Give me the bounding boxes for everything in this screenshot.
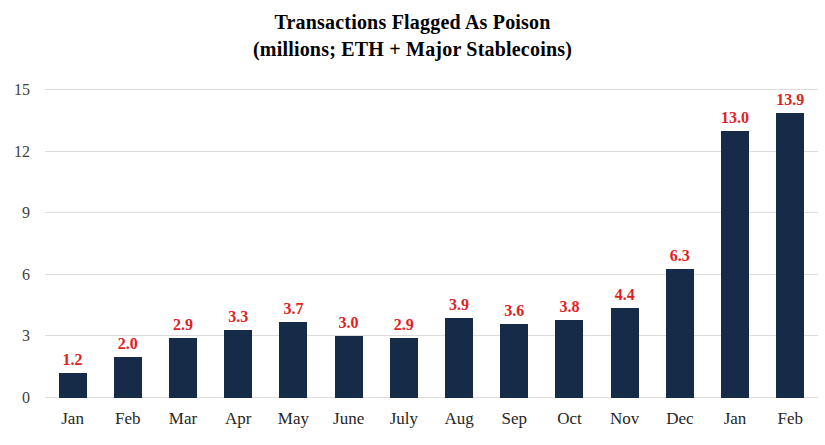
- x-tick-label: Apr: [211, 409, 266, 429]
- x-tick-label: Mar: [156, 409, 211, 429]
- bar: [445, 318, 473, 398]
- y-tick-label: 15: [14, 82, 30, 98]
- x-tick-label: Dec: [652, 409, 707, 429]
- bar: [279, 322, 307, 398]
- bar: [390, 338, 418, 398]
- bar-group: 3.0: [321, 90, 376, 398]
- x-tick-label: Jan: [708, 409, 763, 429]
- bar-group: 1.2: [45, 90, 100, 398]
- x-tick-label: Aug: [432, 409, 487, 429]
- bar: [114, 357, 142, 398]
- bar-group: 3.8: [542, 90, 597, 398]
- x-tick-label: May: [266, 409, 321, 429]
- bar-group: 6.3: [652, 90, 707, 398]
- y-tick-label: 0: [22, 390, 30, 406]
- bar-group: 13.9: [763, 90, 818, 398]
- bar-value-label: 3.8: [559, 299, 579, 315]
- x-tick-label: Nov: [597, 409, 652, 429]
- bar-group: 3.6: [487, 90, 542, 398]
- bar: [776, 113, 804, 398]
- bar-group: 2.9: [376, 90, 431, 398]
- y-tick-label: 12: [14, 144, 30, 160]
- bar: [721, 131, 749, 398]
- bars: 1.2 2.0 2.9 3.3 3.7 3.0 2.9 3.9 3.6 3.8 4.4 6.3 13.0…: [45, 90, 818, 398]
- bar: [611, 308, 639, 398]
- y-tick-label: 9: [22, 205, 30, 221]
- bar-value-label: 3.6: [504, 303, 524, 319]
- bar-value-label: 2.0: [118, 336, 138, 352]
- x-axis: JanFebMarAprMayJuneJulyAugSepOctNovDecJa…: [45, 409, 818, 429]
- x-tick-label: Feb: [100, 409, 155, 429]
- bar-group: 3.3: [211, 90, 266, 398]
- bar-value-label: 2.9: [173, 317, 193, 333]
- bar-value-label: 3.3: [228, 309, 248, 325]
- bar-chart: Transactions Flagged As Poison (millions…: [0, 0, 825, 445]
- bar-group: 3.9: [432, 90, 487, 398]
- bar-value-label: 2.9: [394, 317, 414, 333]
- bar-group: 4.4: [597, 90, 652, 398]
- bar-value-label: 3.7: [283, 301, 303, 317]
- bar-value-label: 13.9: [776, 92, 804, 108]
- chart-title-line-2: (millions; ETH + Major Stablecoins): [0, 36, 825, 63]
- y-tick-label: 6: [22, 267, 30, 283]
- x-tick-label: June: [321, 409, 376, 429]
- bar-value-label: 4.4: [615, 287, 635, 303]
- x-tick-label: Feb: [763, 409, 818, 429]
- bar: [335, 336, 363, 398]
- bar: [59, 373, 87, 398]
- bar: [555, 320, 583, 398]
- y-axis: 03691215: [0, 90, 38, 398]
- bar: [500, 324, 528, 398]
- bar-value-label: 1.2: [63, 352, 83, 368]
- bar-value-label: 13.0: [721, 110, 749, 126]
- x-tick-label: Oct: [542, 409, 597, 429]
- y-tick-label: 3: [22, 328, 30, 344]
- x-tick-label: July: [376, 409, 431, 429]
- bar-group: 2.0: [100, 90, 155, 398]
- x-tick-label: Jan: [45, 409, 100, 429]
- bar-value-label: 3.9: [449, 297, 469, 313]
- bar-group: 13.0: [708, 90, 763, 398]
- chart-title: Transactions Flagged As Poison (millions…: [0, 9, 825, 63]
- bar-value-label: 3.0: [339, 315, 359, 331]
- chart-title-line-1: Transactions Flagged As Poison: [0, 9, 825, 36]
- x-tick-label: Sep: [487, 409, 542, 429]
- bar: [666, 269, 694, 398]
- bar-value-label: 6.3: [670, 248, 690, 264]
- bar-group: 2.9: [156, 90, 211, 398]
- bar: [224, 330, 252, 398]
- plot-area: 1.2 2.0 2.9 3.3 3.7 3.0 2.9 3.9 3.6 3.8 4.4 6.3 13.0…: [45, 90, 818, 398]
- bar-group: 3.7: [266, 90, 321, 398]
- bar: [169, 338, 197, 398]
